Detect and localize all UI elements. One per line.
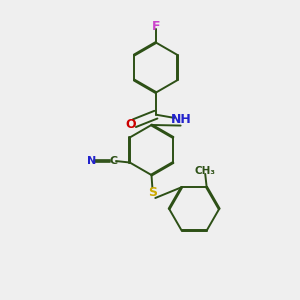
Text: C: C bbox=[110, 156, 118, 166]
Text: CH₃: CH₃ bbox=[195, 166, 216, 176]
Text: N: N bbox=[87, 156, 96, 166]
Text: F: F bbox=[152, 20, 160, 33]
Text: NH: NH bbox=[170, 112, 191, 126]
Text: S: S bbox=[148, 186, 158, 199]
Text: O: O bbox=[125, 118, 136, 131]
